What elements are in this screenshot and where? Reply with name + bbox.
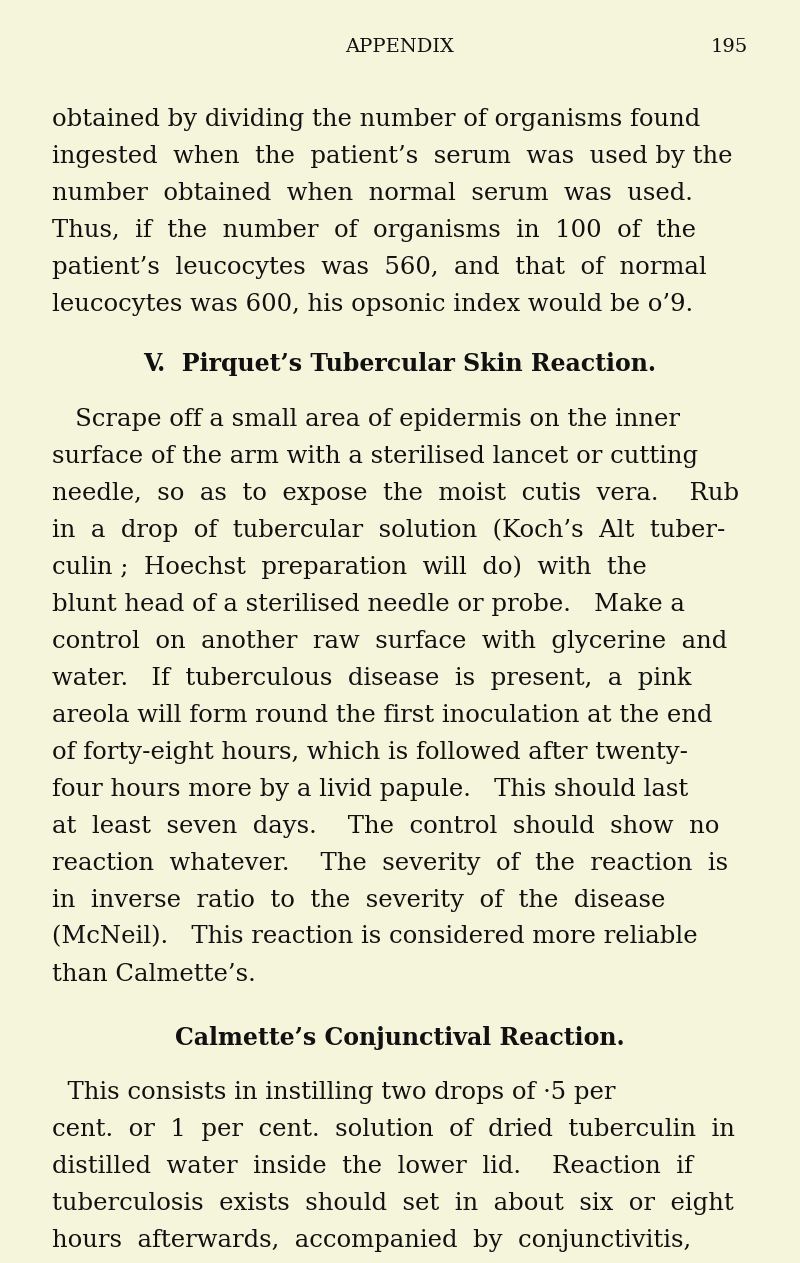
Text: leucocytes was 600, his opsonic index would be o’9.: leucocytes was 600, his opsonic index wo… — [52, 293, 693, 316]
Text: needle,  so  as  to  expose  the  moist  cutis  vera.    Rub: needle, so as to expose the moist cutis … — [52, 481, 739, 505]
Text: in  a  drop  of  tubercular  solution  (Koch’s  Alt  tuber-: in a drop of tubercular solution (Koch’s… — [52, 519, 726, 542]
Text: distilled  water  inside  the  lower  lid.    Reaction  if: distilled water inside the lower lid. Re… — [52, 1156, 693, 1178]
Text: This consists in instilling two drops of ·5 per: This consists in instilling two drops of… — [52, 1081, 615, 1104]
Text: of forty-eight hours, which is followed after twenty-: of forty-eight hours, which is followed … — [52, 740, 688, 764]
Text: hours  afterwards,  accompanied  by  conjunctivitis,: hours afterwards, accompanied by conjunc… — [52, 1229, 691, 1252]
Text: water.   If  tuberculous  disease  is  present,  a  pink: water. If tuberculous disease is present… — [52, 667, 691, 690]
Text: control  on  another  raw  surface  with  glycerine  and: control on another raw surface with glyc… — [52, 630, 727, 653]
Text: number  obtained  when  normal  serum  was  used.: number obtained when normal serum was us… — [52, 182, 693, 205]
Text: APPENDIX: APPENDIX — [346, 38, 454, 56]
Text: in  inverse  ratio  to  the  severity  of  the  disease: in inverse ratio to the severity of the … — [52, 889, 666, 912]
Text: V.  Pirquet’s Tubercular Skin Reaction.: V. Pirquet’s Tubercular Skin Reaction. — [143, 352, 657, 376]
Text: cent.  or  1  per  cent.  solution  of  dried  tuberculin  in: cent. or 1 per cent. solution of dried t… — [52, 1118, 735, 1140]
Text: ingested  when  the  patient’s  serum  was  used by the: ingested when the patient’s serum was us… — [52, 145, 733, 168]
Text: 195: 195 — [710, 38, 748, 56]
Text: Thus,  if  the  number  of  organisms  in  100  of  the: Thus, if the number of organisms in 100 … — [52, 218, 696, 242]
Text: Scrape off a small area of epidermis on the inner: Scrape off a small area of epidermis on … — [52, 408, 680, 431]
Text: obtained by dividing the number of organisms found: obtained by dividing the number of organ… — [52, 109, 700, 131]
Text: surface of the arm with a sterilised lancet or cutting: surface of the arm with a sterilised lan… — [52, 445, 698, 467]
Text: culin ;  Hoechst  preparation  will  do)  with  the: culin ; Hoechst preparation will do) wit… — [52, 556, 646, 580]
Text: blunt head of a sterilised needle or probe.   Make a: blunt head of a sterilised needle or pro… — [52, 592, 685, 615]
Text: (McNeil).   This reaction is considered more reliable: (McNeil). This reaction is considered mo… — [52, 926, 698, 949]
Text: four hours more by a livid papule.   This should last: four hours more by a livid papule. This … — [52, 778, 688, 801]
Text: Calmette’s Conjunctival Reaction.: Calmette’s Conjunctival Reaction. — [175, 1026, 625, 1050]
Text: than Calmette’s.: than Calmette’s. — [52, 962, 256, 985]
Text: tuberculosis  exists  should  set  in  about  six  or  eight: tuberculosis exists should set in about … — [52, 1192, 734, 1215]
Text: patient’s  leucocytes  was  560,  and  that  of  normal: patient’s leucocytes was 560, and that o… — [52, 256, 706, 279]
Text: reaction  whatever.    The  severity  of  the  reaction  is: reaction whatever. The severity of the r… — [52, 851, 728, 875]
Text: at  least  seven  days.    The  control  should  show  no: at least seven days. The control should … — [52, 815, 719, 837]
Text: areola will form round the first inoculation at the end: areola will form round the first inocula… — [52, 703, 712, 726]
